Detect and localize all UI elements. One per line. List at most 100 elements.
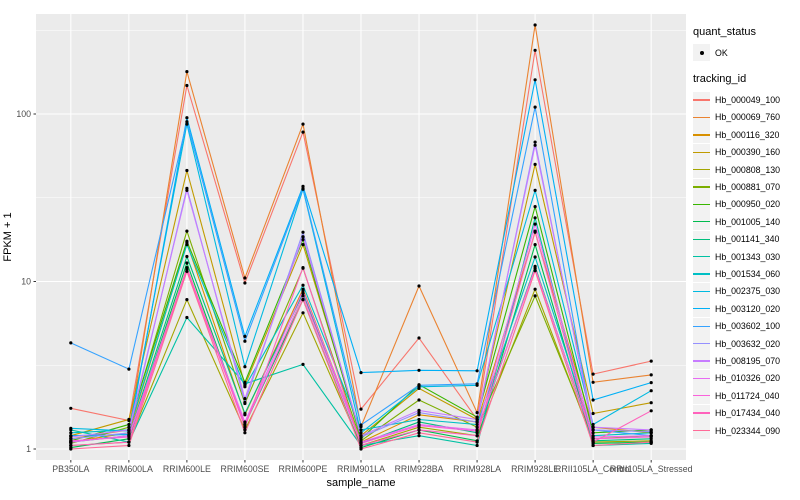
legend-item-label: Hb_011724_040 <box>715 390 780 401</box>
data-point <box>301 230 305 234</box>
data-point <box>243 422 247 427</box>
data-point <box>243 385 247 389</box>
legend-title-tracking-id: tracking_id <box>693 73 747 86</box>
legend-item-Hb_000808_130: Hb_000808_130 <box>693 161 799 179</box>
legend-panel: quant_status OK tracking_id Hb_000049_10… <box>693 26 799 439</box>
legend-line-icon <box>693 186 710 188</box>
data-point <box>301 289 305 293</box>
data-point <box>533 140 537 144</box>
data-point <box>69 341 73 345</box>
x-tick-label: RRIM600SE <box>220 464 269 474</box>
data-point <box>649 373 653 377</box>
data-point <box>649 435 653 439</box>
legend-item-Hb_017434_040: Hb_017434_040 <box>693 404 799 422</box>
data-point <box>533 266 537 270</box>
data-point <box>417 398 421 402</box>
data-point <box>533 78 537 82</box>
data-point <box>649 440 653 444</box>
legend-item-label: Hb_002375_030 <box>715 286 781 297</box>
data-point <box>301 283 305 287</box>
data-point <box>243 411 247 416</box>
data-point <box>591 380 595 384</box>
legend-key <box>693 335 710 353</box>
data-point <box>185 298 189 302</box>
data-point <box>533 205 537 209</box>
data-point <box>591 422 595 427</box>
data-point <box>475 429 479 433</box>
data-point <box>185 70 189 74</box>
legend-key <box>693 44 710 62</box>
data-point <box>475 415 479 419</box>
legend-key <box>693 248 710 266</box>
data-point <box>533 48 537 52</box>
data-point <box>243 365 247 369</box>
data-point <box>243 425 247 429</box>
legend-title-quant-status: quant_status <box>693 26 756 38</box>
data-point <box>127 417 131 422</box>
data-point <box>475 443 479 448</box>
legend-key <box>693 195 710 213</box>
data-point <box>359 443 363 448</box>
legend-key <box>693 387 710 405</box>
data-point <box>69 406 73 410</box>
data-point <box>127 443 131 448</box>
data-point <box>359 434 363 438</box>
legend-item-label: Hb_001005_140 <box>715 216 781 227</box>
legend-item-Hb_002375_030: Hb_002375_030 <box>693 282 799 300</box>
data-point <box>185 83 189 88</box>
x-tick-label: PB350LA <box>52 464 89 474</box>
data-point <box>243 428 247 432</box>
data-point <box>533 143 537 147</box>
data-point <box>243 397 247 401</box>
data-point <box>533 243 537 247</box>
legend-item-Hb_000069_760: Hb_000069_760 <box>693 108 799 126</box>
legend-item-label: Hb_000049_100 <box>715 95 781 106</box>
legend-key <box>693 300 710 318</box>
legend-line-icon <box>693 395 710 397</box>
data-point <box>185 243 189 247</box>
x-tick-label: RRIM600LA <box>105 464 153 474</box>
data-point <box>591 428 595 432</box>
data-point <box>185 239 189 243</box>
legend-key <box>693 265 710 283</box>
axis-ticks: 1 10 100 PB350LA RRIM600LA RRIM600LE RRIM600SE… <box>16 109 692 474</box>
data-point <box>359 431 363 435</box>
x-tick-label: RRIM901LA <box>337 464 385 474</box>
data-point <box>127 428 131 432</box>
data-point <box>243 420 247 424</box>
data-point <box>417 434 421 438</box>
data-point <box>533 294 537 298</box>
data-point <box>417 336 421 340</box>
legend-line-icon <box>693 168 710 171</box>
y-tick-label: 1 <box>26 444 31 454</box>
data-point <box>475 420 479 424</box>
data-point <box>185 254 189 259</box>
x-tick-label: RRIM928LA <box>453 464 501 474</box>
legend-item-label: Hb_001141_340 <box>715 234 780 245</box>
data-point <box>417 411 421 415</box>
legend-key <box>693 352 710 370</box>
data-point <box>475 434 479 438</box>
x-tick-label: RRIM928LE <box>511 464 559 474</box>
legend-item-label: Hb_003632_020 <box>715 338 781 349</box>
legend-key <box>693 404 710 422</box>
data-point <box>417 428 421 432</box>
data-point <box>301 238 305 242</box>
data-point <box>243 400 247 404</box>
data-point <box>301 130 305 134</box>
legend-line-icon <box>693 221 710 223</box>
data-point <box>243 276 247 280</box>
data-point <box>69 435 73 439</box>
legend-item-Hb_001343_030: Hb_001343_030 <box>693 248 799 266</box>
data-point <box>243 281 247 285</box>
legend-line-icon <box>693 203 710 206</box>
data-point <box>127 425 131 429</box>
legend-item-label: Hb_000808_130 <box>715 164 781 175</box>
data-point <box>185 122 189 126</box>
data-point <box>185 315 189 320</box>
data-point <box>533 23 537 27</box>
data-point <box>533 216 537 220</box>
data-point <box>359 447 363 451</box>
data-point <box>69 426 73 430</box>
legend-item-label: Hb_001343_030 <box>715 251 781 262</box>
